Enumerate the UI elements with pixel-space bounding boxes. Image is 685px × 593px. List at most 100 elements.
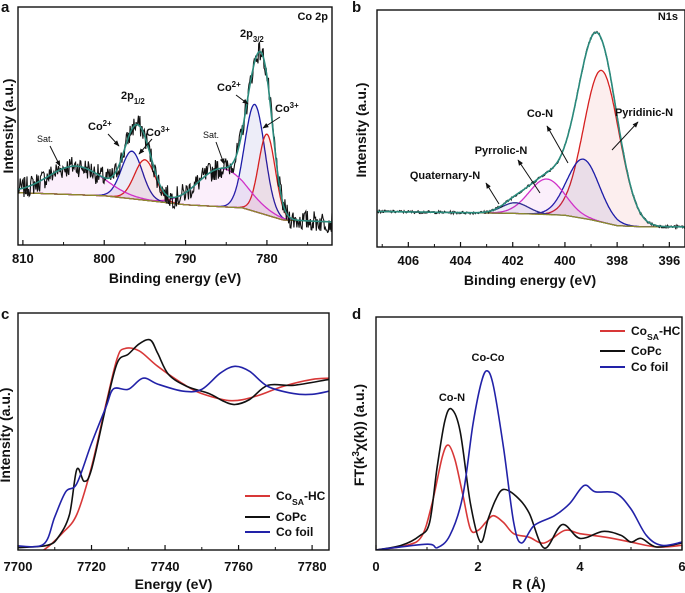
x-axis-title: Binding energy (eV) [109,270,241,286]
plot-area [377,30,685,230]
x-tick-label: 6 [678,559,685,574]
plot-area [18,41,332,234]
x-tick-label: 398 [606,253,628,268]
annotation-arrow [611,121,639,151]
axes: 406 404 402 400 398 396 [376,9,685,268]
plot-frame [17,312,330,551]
series-line-2 [18,365,329,548]
label-co3-left: Co3+ [146,125,170,140]
text-superscript: 3+ [290,101,299,110]
component-fill [18,134,332,222]
text-subscript: 1/2 [134,97,146,106]
label-sat-right: Sat. [203,130,219,140]
annotation-arrow [138,138,153,155]
y-axis-title: Intensity (a.u.) [0,388,13,483]
label-2p1-2: 2p1/2 [121,90,145,106]
panel-letter: a [1,0,10,16]
x-tick-label: 4 [576,559,584,574]
x-tick-label: 406 [397,253,419,268]
annotation-arrow [485,182,500,205]
annotation-arrow [546,125,569,164]
text-rest: -HC [659,324,681,338]
label-co-n: Co-N [527,108,553,120]
text-base: CoPc [631,344,662,358]
axes: 7700 7720 7740 7760 7780 [4,312,330,574]
raw-data-line [18,41,332,234]
annotation-arrow [107,133,120,147]
legend: CoSA-HC CoPc Co foil [600,324,681,374]
text-rest: -HC [304,489,326,503]
x-tick-label: 404 [450,253,472,268]
text-subscript: SA [647,332,659,342]
text-base: Co [276,489,292,503]
x-axis-title: Binding energy (eV) [464,272,596,288]
series-line-0 [42,347,329,550]
x-tick-label: 7720 [77,559,106,574]
x-axis-title: R (Å) [512,576,545,592]
x-tick-label: 0 [372,559,379,574]
x-tick-label: 800 [93,251,115,266]
panel-letter: c [1,306,9,323]
component-fill [18,168,332,222]
annotation-arrow [215,141,225,165]
x-tick-label: 7760 [224,559,253,574]
text-superscript: 3+ [161,125,170,134]
text-base: 2p [121,90,134,102]
x-tick-label: 396 [658,253,680,268]
text-base: Co foil [276,525,313,539]
label-co2-left: Co2+ [88,119,112,134]
panel-title: N1s [658,11,678,23]
text-base: 2p [240,28,253,40]
panel-b: 406 404 402 400 398 396 b Binding energy (eV) In… [352,0,685,288]
envelope-fit-line [18,50,332,223]
series-line-1 [18,338,329,549]
x-tick-label: 402 [502,253,524,268]
text-base: Co [146,127,161,139]
envelope-fit-line [377,31,685,228]
text-base: CoPc [276,510,307,524]
text-base: Co [275,103,290,115]
text-base: Co [631,324,647,338]
x-tick-label: 7700 [4,559,33,574]
legend-label: CoSA-HC [276,489,326,507]
x-axis-title: Energy (eV) [135,576,213,592]
annotation-arrow [262,116,281,129]
component-fill [377,179,685,227]
text-subscript: SA [292,497,304,507]
label-quaternary-n: Quaternary-N [410,170,480,182]
y-axis-title: Intensity (a.u.) [0,79,16,174]
annotation-arrow [49,145,61,167]
y-axis-title: FT(k3χ(k)) (a.u.) [351,384,368,486]
panel-letter: d [352,306,361,323]
x-tick-label: 780 [256,251,278,266]
series-line-1 [376,407,682,550]
text-base: Co [88,121,103,133]
component-fill [377,159,685,227]
label-2p3-2: 2p3/2 [240,28,264,44]
annotation-arrow [235,94,249,105]
label-pyrrolic-n: Pyrrolic-N [475,145,528,157]
x-tick-label: 7740 [151,559,180,574]
legend-label: CoPc [276,510,307,524]
panel-d: 0 2 4 6dR (Å)FT(k3χ(k)) (a.u.)CoSA-HCCoPcCo… [351,306,685,592]
label-co-co: Co-Co [472,352,505,364]
axes: 0 2 4 6 [372,316,685,574]
component-fill [377,70,685,227]
text-base: Co [217,82,232,94]
panel-c: 7700 7720 7740 7760 7780 c Energy (eV) Intensit… [0,306,330,592]
label-co-n: Co-N [439,392,465,404]
x-tick-label: 790 [175,251,197,266]
plot-frame [17,6,333,246]
legend-label: Co foil [631,360,668,374]
panel-title: Co 2p [297,11,328,23]
plot-area [376,369,682,550]
legend-label: CoSA-HC [631,324,681,342]
axes: 810 800 790 780 [12,6,333,266]
label-pyridinic-n: Pyridinic-N [615,107,673,119]
legend-label: Co foil [276,525,313,539]
panel-letter: b [352,0,361,16]
x-tick-label: 400 [554,253,576,268]
text-superscript: 2+ [103,119,112,128]
